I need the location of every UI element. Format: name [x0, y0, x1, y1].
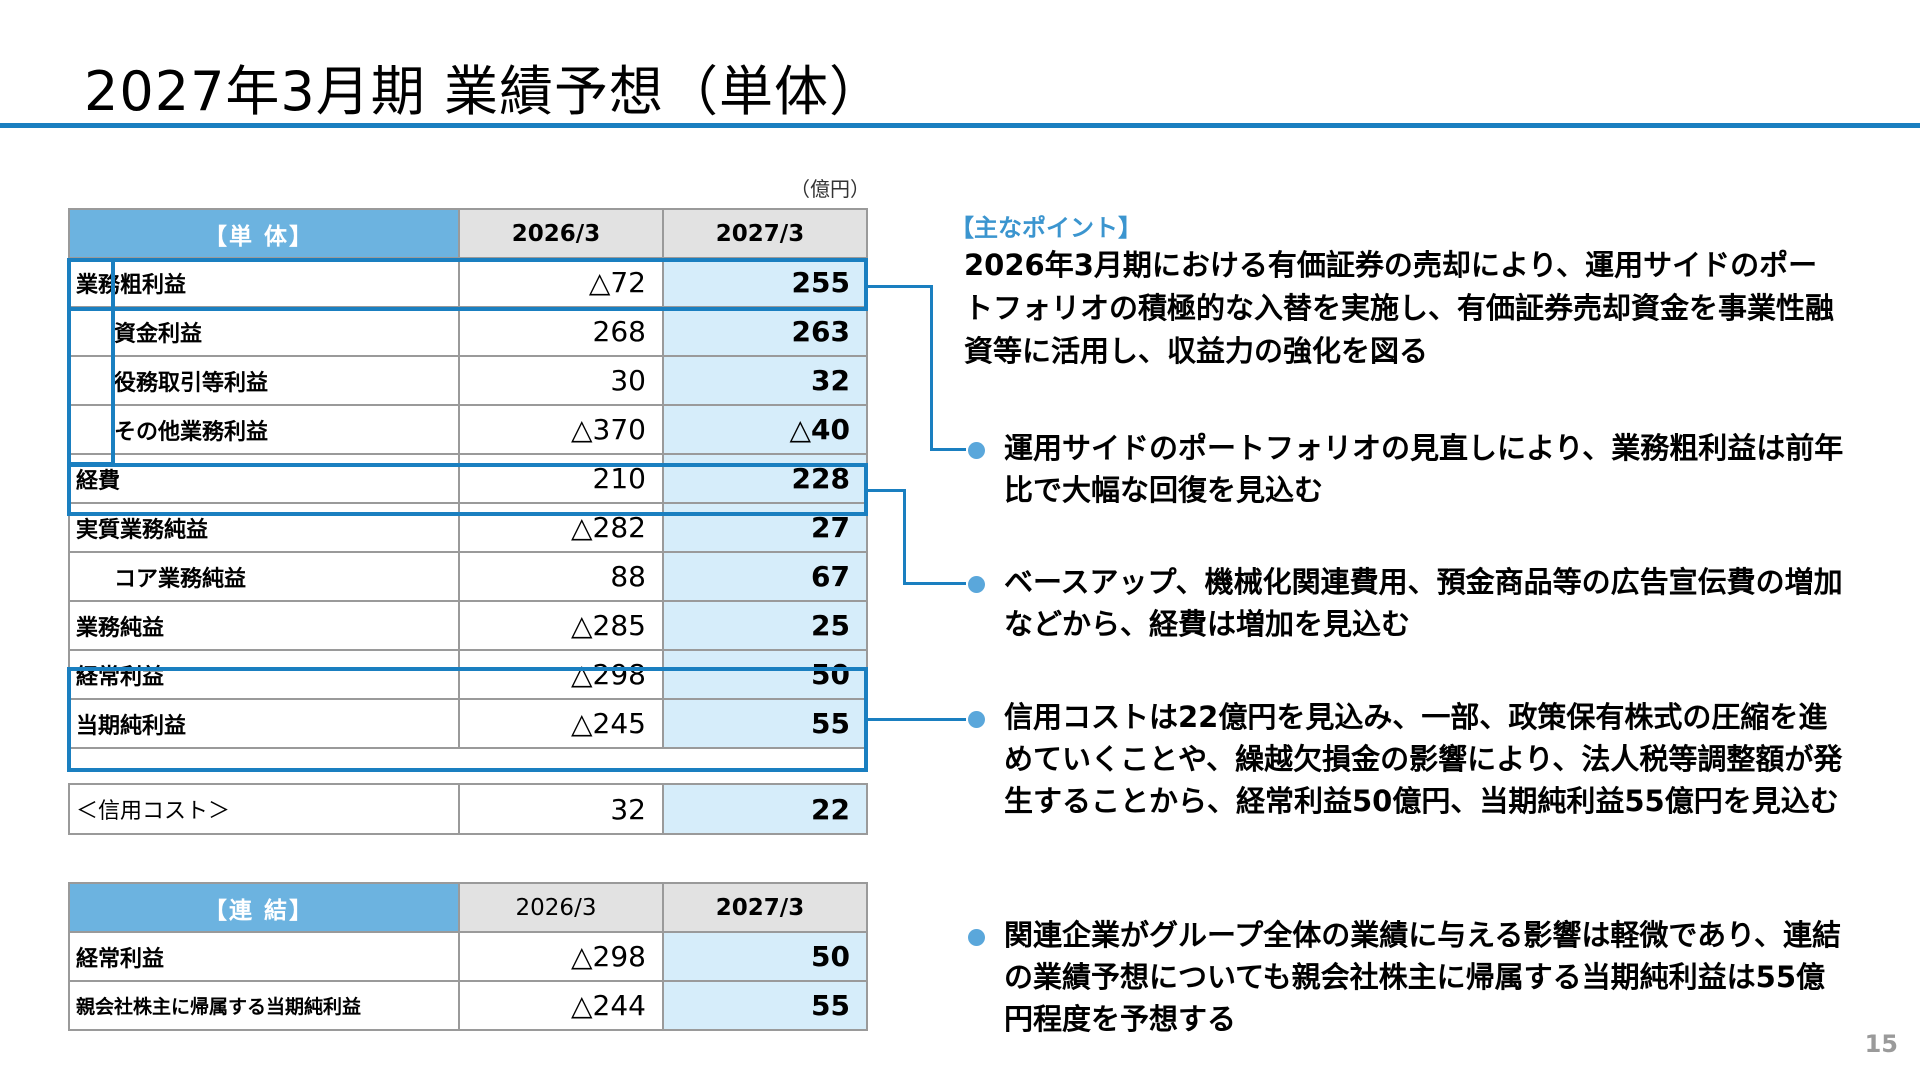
table-row: 資金利益 268 263 [68, 306, 868, 357]
value-2026: 32 [458, 783, 664, 835]
connector-line [903, 489, 906, 585]
value-2027: 228 [662, 453, 868, 504]
value-2026: 210 [458, 453, 664, 504]
value-2026: 88 [458, 551, 664, 602]
point-bullet: ベースアップ、機械化関連費用、預金商品等の広告宣伝費の増加などから、経費は増加を… [1004, 565, 1843, 641]
value-2026: △298 [458, 649, 664, 700]
value-2027: 50 [662, 649, 868, 700]
row-label: コア業務純益 [68, 551, 460, 602]
points-heading: 【主なポイント】 [950, 214, 1142, 242]
header-col-2027: 2027/3 [662, 208, 868, 259]
value-2027: 55 [662, 980, 868, 1031]
value-2027: 50 [662, 931, 868, 982]
row-label: 業務粗利益 [68, 257, 460, 308]
value-2026: 30 [458, 355, 664, 406]
table-row: ＜信用コスト＞ 32 22 [68, 783, 868, 835]
row-label: 経常利益 [68, 649, 460, 700]
table-row: 実質業務純益 △282 27 [68, 502, 868, 553]
page-title: 2027年3月期 業績予想（単体） [84, 60, 884, 123]
table-row: 業務純益 △285 25 [68, 600, 868, 651]
value-2026: △370 [458, 404, 664, 455]
bullet-icon [968, 929, 985, 946]
row-label: 資金利益 [68, 306, 460, 357]
point-bullet: 運用サイドのポートフォリオの見直しにより、業務粗利益は前年比で大幅な回復を見込む [1004, 431, 1844, 507]
connector-line [866, 285, 932, 288]
credit-cost-table: ＜信用コスト＞ 32 22 [68, 783, 868, 835]
table-header-row: 【連 結】 2026/3 2027/3 [68, 882, 868, 933]
consolidated-forecast-table: 【連 結】 2026/3 2027/3 経常利益 △298 50 親会社株主に帰… [68, 882, 868, 1031]
row-label: 経常利益 [68, 931, 460, 982]
header-col-2026: 2026/3 [458, 882, 664, 933]
header-label: 【連 結】 [68, 882, 460, 933]
point-bullet: 関連企業がグループ全体の業績に与える影響は軽微であり、連結の業績予想についても親… [1004, 918, 1841, 1036]
header-label: 【単 体】 [68, 208, 460, 259]
unit-label: （億円） [790, 177, 870, 201]
bullet-icon [968, 711, 985, 728]
value-2026: △298 [458, 931, 664, 982]
value-2027: 27 [662, 502, 868, 553]
table-row: その他業務利益 △370 △40 [68, 404, 868, 455]
table-row: 経費 210 228 [68, 453, 868, 504]
point-bullet: 信用コストは22億円を見込み、一部、政策保有株式の圧縮を進めていくことや、繰越欠… [1004, 700, 1843, 818]
value-2026: △244 [458, 980, 664, 1031]
value-2026: △282 [458, 502, 664, 553]
row-label: 当期純利益 [68, 698, 460, 749]
table-row: 親会社株主に帰属する当期純利益 △244 55 [68, 980, 868, 1031]
row-label: 親会社株主に帰属する当期純利益 [68, 980, 460, 1031]
value-2027: 22 [662, 783, 868, 835]
connector-line [866, 718, 966, 721]
table-row: コア業務純益 88 67 [68, 551, 868, 602]
single-forecast-table: 【単 体】 2026/3 2027/3 業務粗利益 △72 255 資金利益 2… [68, 208, 868, 749]
value-2027: 255 [662, 257, 868, 308]
bullet-icon [968, 442, 985, 459]
title-underline [0, 123, 1920, 128]
value-2027: △40 [662, 404, 868, 455]
bullet-icon [968, 576, 985, 593]
value-2027: 67 [662, 551, 868, 602]
connector-line [930, 285, 933, 451]
table-row: 役務取引等利益 30 32 [68, 355, 868, 406]
row-label: 経費 [68, 453, 460, 504]
header-col-2026: 2026/3 [458, 208, 664, 259]
value-2026: △245 [458, 698, 664, 749]
value-2026: △72 [458, 257, 664, 308]
row-label: 実質業務純益 [68, 502, 460, 553]
row-label: 役務取引等利益 [68, 355, 460, 406]
value-2026: △285 [458, 600, 664, 651]
connector-line [930, 448, 966, 451]
value-2026: 268 [458, 306, 664, 357]
page-number: 15 [1864, 1030, 1898, 1058]
connector-line [866, 489, 906, 492]
header-col-2027: 2027/3 [662, 882, 868, 933]
table-header-row: 【単 体】 2026/3 2027/3 [68, 208, 868, 259]
table-row: 経常利益 △298 50 [68, 931, 868, 982]
value-2027: 55 [662, 698, 868, 749]
table-row: 当期純利益 △245 55 [68, 698, 868, 749]
row-label: その他業務利益 [68, 404, 460, 455]
points-summary: 2026年3月期における有価証券の売却により、運用サイドのポートフォリオの積極的… [964, 248, 1835, 368]
value-2027: 25 [662, 600, 868, 651]
value-2027: 32 [662, 355, 868, 406]
row-label: ＜信用コスト＞ [68, 783, 460, 835]
table-row: 業務粗利益 △72 255 [68, 257, 868, 308]
connector-line [903, 582, 966, 585]
value-2027: 263 [662, 306, 868, 357]
table-row: 経常利益 △298 50 [68, 649, 868, 700]
row-label: 業務純益 [68, 600, 460, 651]
